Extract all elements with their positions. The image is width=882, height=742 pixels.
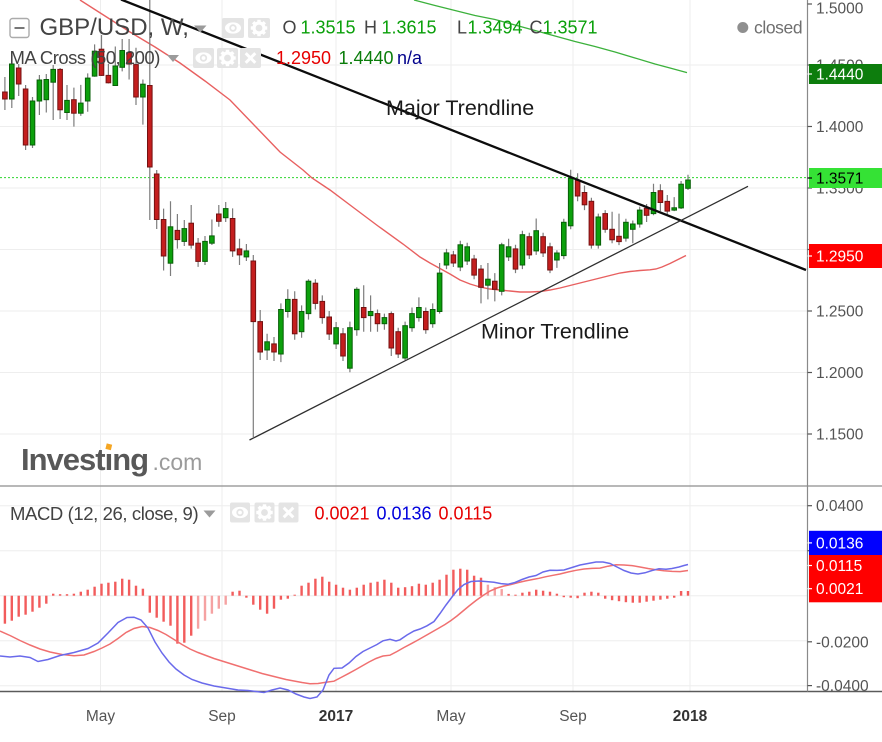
svg-text:0.0021: 0.0021 [816,581,863,598]
svg-text:1.4000: 1.4000 [816,119,864,136]
svg-text:0.0021: 0.0021 [315,504,370,524]
svg-text:closed: closed [754,18,802,38]
svg-text:2017: 2017 [319,708,353,725]
svg-text:Major Trendline: Major Trendline [386,96,534,120]
svg-text:1.2950: 1.2950 [816,249,864,266]
svg-text:0.0115: 0.0115 [439,504,493,524]
svg-text:n/a: n/a [397,48,423,68]
svg-text:1.2000: 1.2000 [816,365,864,382]
svg-text:H: H [364,18,377,38]
svg-text:1.2500: 1.2500 [816,304,864,321]
svg-text:Investing: Investing [21,442,148,477]
svg-text:C: C [530,18,543,38]
svg-text:1.1500: 1.1500 [816,427,864,444]
svg-text:1.3494: 1.3494 [468,18,523,38]
svg-text:Sep: Sep [559,708,587,725]
svg-text:1.3571: 1.3571 [816,171,863,188]
svg-text:0.0115: 0.0115 [816,558,862,575]
svg-text:-0.0400: -0.0400 [816,678,869,695]
svg-text:1.3615: 1.3615 [382,18,437,38]
svg-text:1.4440: 1.4440 [339,48,394,68]
svg-text:MACD (12, 26, close, 9): MACD (12, 26, close, 9) [10,503,198,524]
svg-text:0.0136: 0.0136 [816,535,863,552]
svg-text:MA Cross (50, 200): MA Cross (50, 200) [10,47,161,68]
svg-text:GBP/USD, W,: GBP/USD, W, [40,14,189,41]
svg-text:2018: 2018 [673,708,708,725]
svg-text:Minor Trendline: Minor Trendline [481,320,629,344]
svg-text:L: L [457,18,467,38]
svg-text:O: O [283,18,297,38]
svg-text:1.5000: 1.5000 [816,1,864,18]
svg-text:May: May [436,708,466,725]
svg-text:0.0400: 0.0400 [816,498,864,515]
svg-text:-0.0200: -0.0200 [816,634,869,651]
svg-text:1.3571: 1.3571 [543,18,598,38]
svg-text:0.0136: 0.0136 [377,504,432,524]
svg-text:Sep: Sep [208,708,236,725]
svg-text:1.3515: 1.3515 [301,18,356,38]
svg-text:.com: .com [153,449,203,475]
svg-text:1.4440: 1.4440 [816,67,864,84]
svg-text:May: May [86,708,116,725]
svg-text:1.2950: 1.2950 [276,48,331,68]
